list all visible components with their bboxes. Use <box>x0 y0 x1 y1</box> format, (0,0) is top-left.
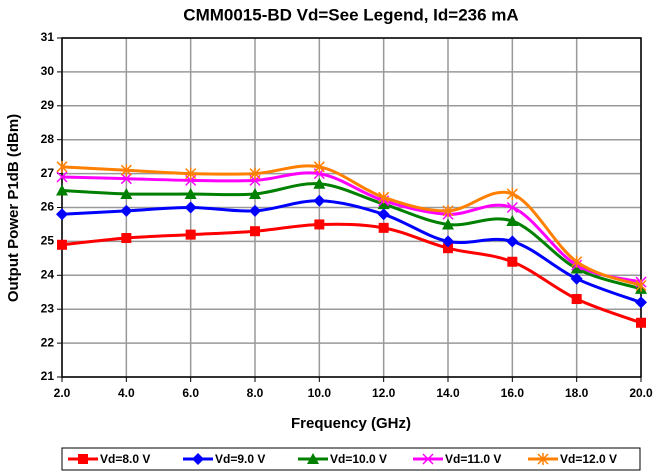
legend-marker <box>78 454 88 464</box>
y-tick-label: 25 <box>41 234 55 248</box>
marker <box>506 187 518 200</box>
y-tick-label: 31 <box>41 30 55 44</box>
marker <box>250 226 260 237</box>
marker <box>635 279 647 292</box>
legend-marker <box>307 453 319 464</box>
x-tick-label: 12.0 <box>372 386 396 400</box>
marker <box>377 208 390 221</box>
y-tick-label: 26 <box>41 200 55 214</box>
x-tick-label: 20.0 <box>629 386 653 400</box>
legend-marker <box>537 453 549 465</box>
marker <box>184 187 197 199</box>
marker <box>443 243 453 254</box>
series-line <box>61 171 642 284</box>
marker <box>249 204 261 217</box>
x-tick-label: 6.0 <box>182 386 199 400</box>
marker <box>120 164 132 177</box>
marker <box>442 204 454 217</box>
marker <box>378 222 389 233</box>
y-tick-label: 29 <box>41 98 55 112</box>
x-tick-label: 10.0 <box>308 386 332 400</box>
marker <box>120 173 132 185</box>
marker <box>570 262 583 274</box>
marker <box>570 272 583 285</box>
marker <box>442 218 454 230</box>
marker <box>56 184 68 196</box>
y-tick-label: 21 <box>41 369 55 383</box>
marker <box>185 167 197 180</box>
y-tick-label: 27 <box>41 166 55 180</box>
marker <box>378 191 390 204</box>
marker <box>635 296 647 309</box>
marker <box>185 229 196 240</box>
series-line <box>61 182 642 291</box>
y-tick-label: 28 <box>41 132 55 146</box>
legend-text: Vd=8.0 V <box>100 452 150 466</box>
marker <box>313 177 326 189</box>
y-tick-label: 24 <box>41 267 55 281</box>
marker <box>506 201 518 214</box>
marker <box>506 215 519 227</box>
legend-text: Vd=11.0 V <box>445 452 501 466</box>
marker <box>121 233 132 244</box>
marker <box>377 198 390 210</box>
marker <box>507 256 518 267</box>
y-axis-label: Output Power P1dB (dBm) <box>5 114 22 302</box>
marker <box>57 239 67 250</box>
series-line <box>61 199 642 304</box>
y-tick-label: 23 <box>41 301 55 315</box>
marker <box>249 167 261 180</box>
x-tick-label: 8.0 <box>247 386 264 400</box>
x-tick-label: 4.0 <box>118 386 135 400</box>
marker <box>313 160 325 173</box>
chart-title: CMM0015-BD Vd=See Legend, Id=236 mA <box>183 5 518 24</box>
x-tick-label: 16.0 <box>501 386 525 400</box>
series-line <box>61 164 642 287</box>
marker <box>184 201 197 214</box>
y-tick-label: 30 <box>41 64 55 78</box>
y-tick-label: 22 <box>41 335 55 349</box>
marker <box>314 219 325 230</box>
legend-marker <box>422 453 434 465</box>
marker <box>56 171 68 183</box>
legend-text: Vd=12.0 V <box>560 452 617 466</box>
legend-marker <box>192 453 204 465</box>
marker <box>249 187 261 199</box>
x-tick-label: 2.0 <box>54 386 71 400</box>
marker <box>120 187 133 199</box>
marker <box>506 235 519 248</box>
marker <box>56 208 68 221</box>
marker <box>56 160 68 173</box>
marker <box>442 235 454 248</box>
series-line <box>61 222 642 325</box>
marker <box>636 317 646 328</box>
x-tick-label: 18.0 <box>565 386 589 400</box>
marker <box>571 294 582 305</box>
marker <box>120 204 133 217</box>
legend-text: Vd=10.0 V <box>330 452 387 466</box>
legend-box <box>61 447 641 471</box>
x-axis-label: Frequency (GHz) <box>291 415 411 432</box>
marker <box>571 255 583 268</box>
legend-text: Vd=9.0 V <box>215 452 265 466</box>
plot-border <box>61 37 642 378</box>
x-tick-label: 14.0 <box>436 386 460 400</box>
marker <box>313 194 326 207</box>
